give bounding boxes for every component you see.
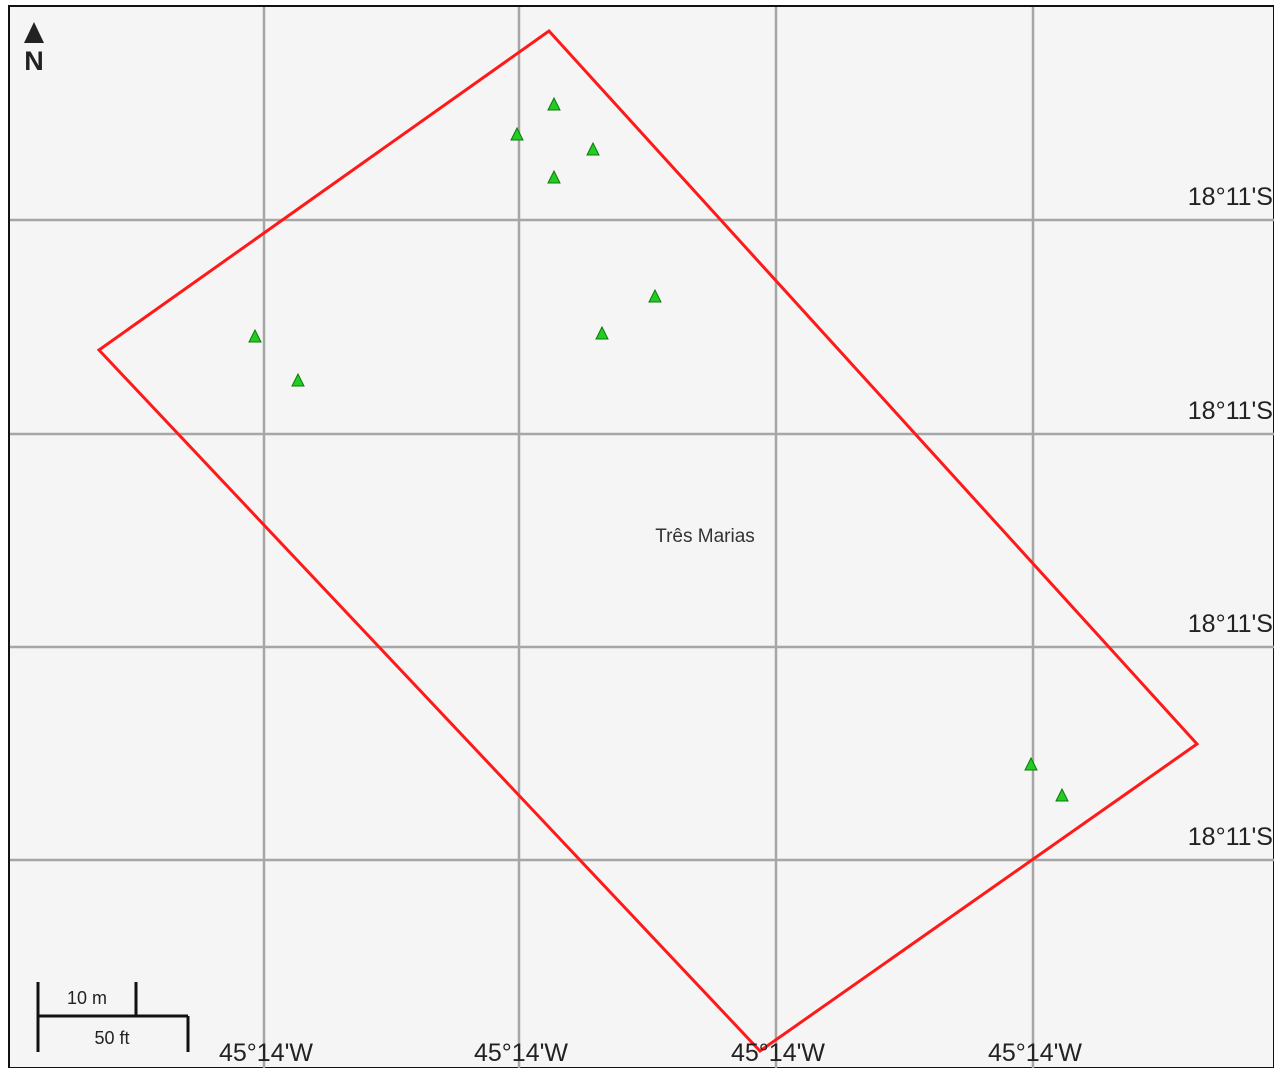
longitude-label: 45°14'W (219, 1039, 313, 1067)
area-boundary[interactable] (96, 29, 1200, 1053)
longitude-labels: 45°14'W 45°14'W 45°14'W 45°14'W (219, 1039, 1082, 1067)
north-arrow-label: N (24, 46, 44, 76)
point-marker[interactable] (1055, 787, 1069, 802)
latitude-label: 18°11'S (1188, 823, 1273, 851)
map-background (8, 5, 1274, 1068)
point-marker[interactable] (648, 288, 662, 303)
point-marker[interactable] (291, 372, 305, 387)
latitude-labels: 18°11'S 18°11'S 18°11'S 18°11'S (1188, 183, 1273, 851)
longitude-label: 45°14'W (474, 1039, 568, 1067)
scale-bar: 10 m 50 ft (36, 982, 190, 1052)
longitude-label: 45°14'W (731, 1039, 825, 1067)
point-marker[interactable] (248, 328, 262, 343)
scale-imperial-label: 50 ft (94, 1028, 129, 1048)
point-marker[interactable] (547, 96, 561, 111)
point-marker[interactable] (1024, 756, 1038, 771)
latitude-label: 18°11'S (1188, 610, 1273, 638)
scale-metric-label: 10 m (67, 988, 107, 1008)
place-label: Três Marias (655, 526, 755, 547)
graticule (10, 7, 1274, 1068)
longitude-label: 45°14'W (988, 1039, 1082, 1067)
latitude-label: 18°11'S (1188, 183, 1273, 211)
point-marker[interactable] (510, 126, 524, 141)
point-markers[interactable] (248, 96, 1069, 802)
point-marker[interactable] (595, 325, 609, 340)
point-marker[interactable] (586, 141, 600, 156)
north-arrow-icon: N (24, 22, 44, 76)
point-marker[interactable] (547, 169, 561, 184)
latitude-label: 18°11'S (1188, 397, 1273, 425)
